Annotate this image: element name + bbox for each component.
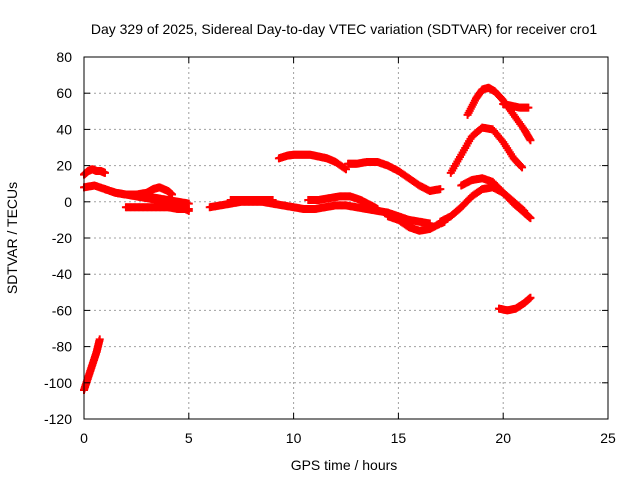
series-arc-6 <box>142 192 193 208</box>
series-arc-2 <box>80 165 109 179</box>
x-tick-label: 20 <box>495 430 511 446</box>
series-arc-16 <box>457 174 535 223</box>
x-axis-label: GPS time / hours <box>291 457 398 473</box>
data-point <box>524 103 533 112</box>
data-points <box>80 83 535 395</box>
y-tick-label: 40 <box>56 121 72 137</box>
x-tick-label: 25 <box>600 430 616 446</box>
y-tick-label: -120 <box>44 411 72 427</box>
axis-ticks <box>83 56 609 420</box>
x-tick-label: 5 <box>185 430 193 446</box>
y-tick-label: -20 <box>52 230 72 246</box>
chart-title: Day 329 of 2025, Sidereal Day-to-day VTE… <box>91 21 597 37</box>
series-arc-12 <box>344 157 445 195</box>
series-arc-19 <box>495 293 535 315</box>
y-tick-label: 80 <box>56 49 72 65</box>
data-point <box>526 136 535 145</box>
y-tick-label: 0 <box>64 194 72 210</box>
y-axis-label: SDTVAR / TECUs <box>4 182 20 294</box>
series-arc-15 <box>446 123 527 177</box>
y-tick-label: -80 <box>52 339 72 355</box>
data-point <box>95 335 104 344</box>
y-tick-label: -100 <box>44 375 72 391</box>
x-tick-label: 15 <box>391 430 407 446</box>
data-point <box>268 195 277 204</box>
x-tick-label: 0 <box>80 430 88 446</box>
data-point <box>518 163 527 172</box>
data-point <box>526 293 535 302</box>
y-tick-labels: -120 -100 -80 -60 -40 -20 0 20 40 60 80 <box>44 49 72 427</box>
y-tick-label: -40 <box>52 266 72 282</box>
series-arc-18 <box>499 100 533 112</box>
data-point <box>342 165 350 174</box>
grid-lines <box>84 57 608 419</box>
data-point <box>100 168 109 177</box>
data-point <box>517 162 526 171</box>
y-tick-label: -60 <box>52 302 72 318</box>
series-arc-17 <box>463 83 535 145</box>
series-arc-5 <box>121 203 193 214</box>
y-tick-label: 60 <box>56 85 72 101</box>
series-arc-9 <box>274 150 350 174</box>
data-point <box>526 214 535 223</box>
data-point <box>436 185 445 194</box>
x-tick-labels: 0 5 10 15 20 25 <box>80 430 616 446</box>
data-point <box>184 199 193 208</box>
x-tick-label: 10 <box>286 430 302 446</box>
y-tick-label: 20 <box>56 158 72 174</box>
series-arc-8 <box>226 195 277 204</box>
